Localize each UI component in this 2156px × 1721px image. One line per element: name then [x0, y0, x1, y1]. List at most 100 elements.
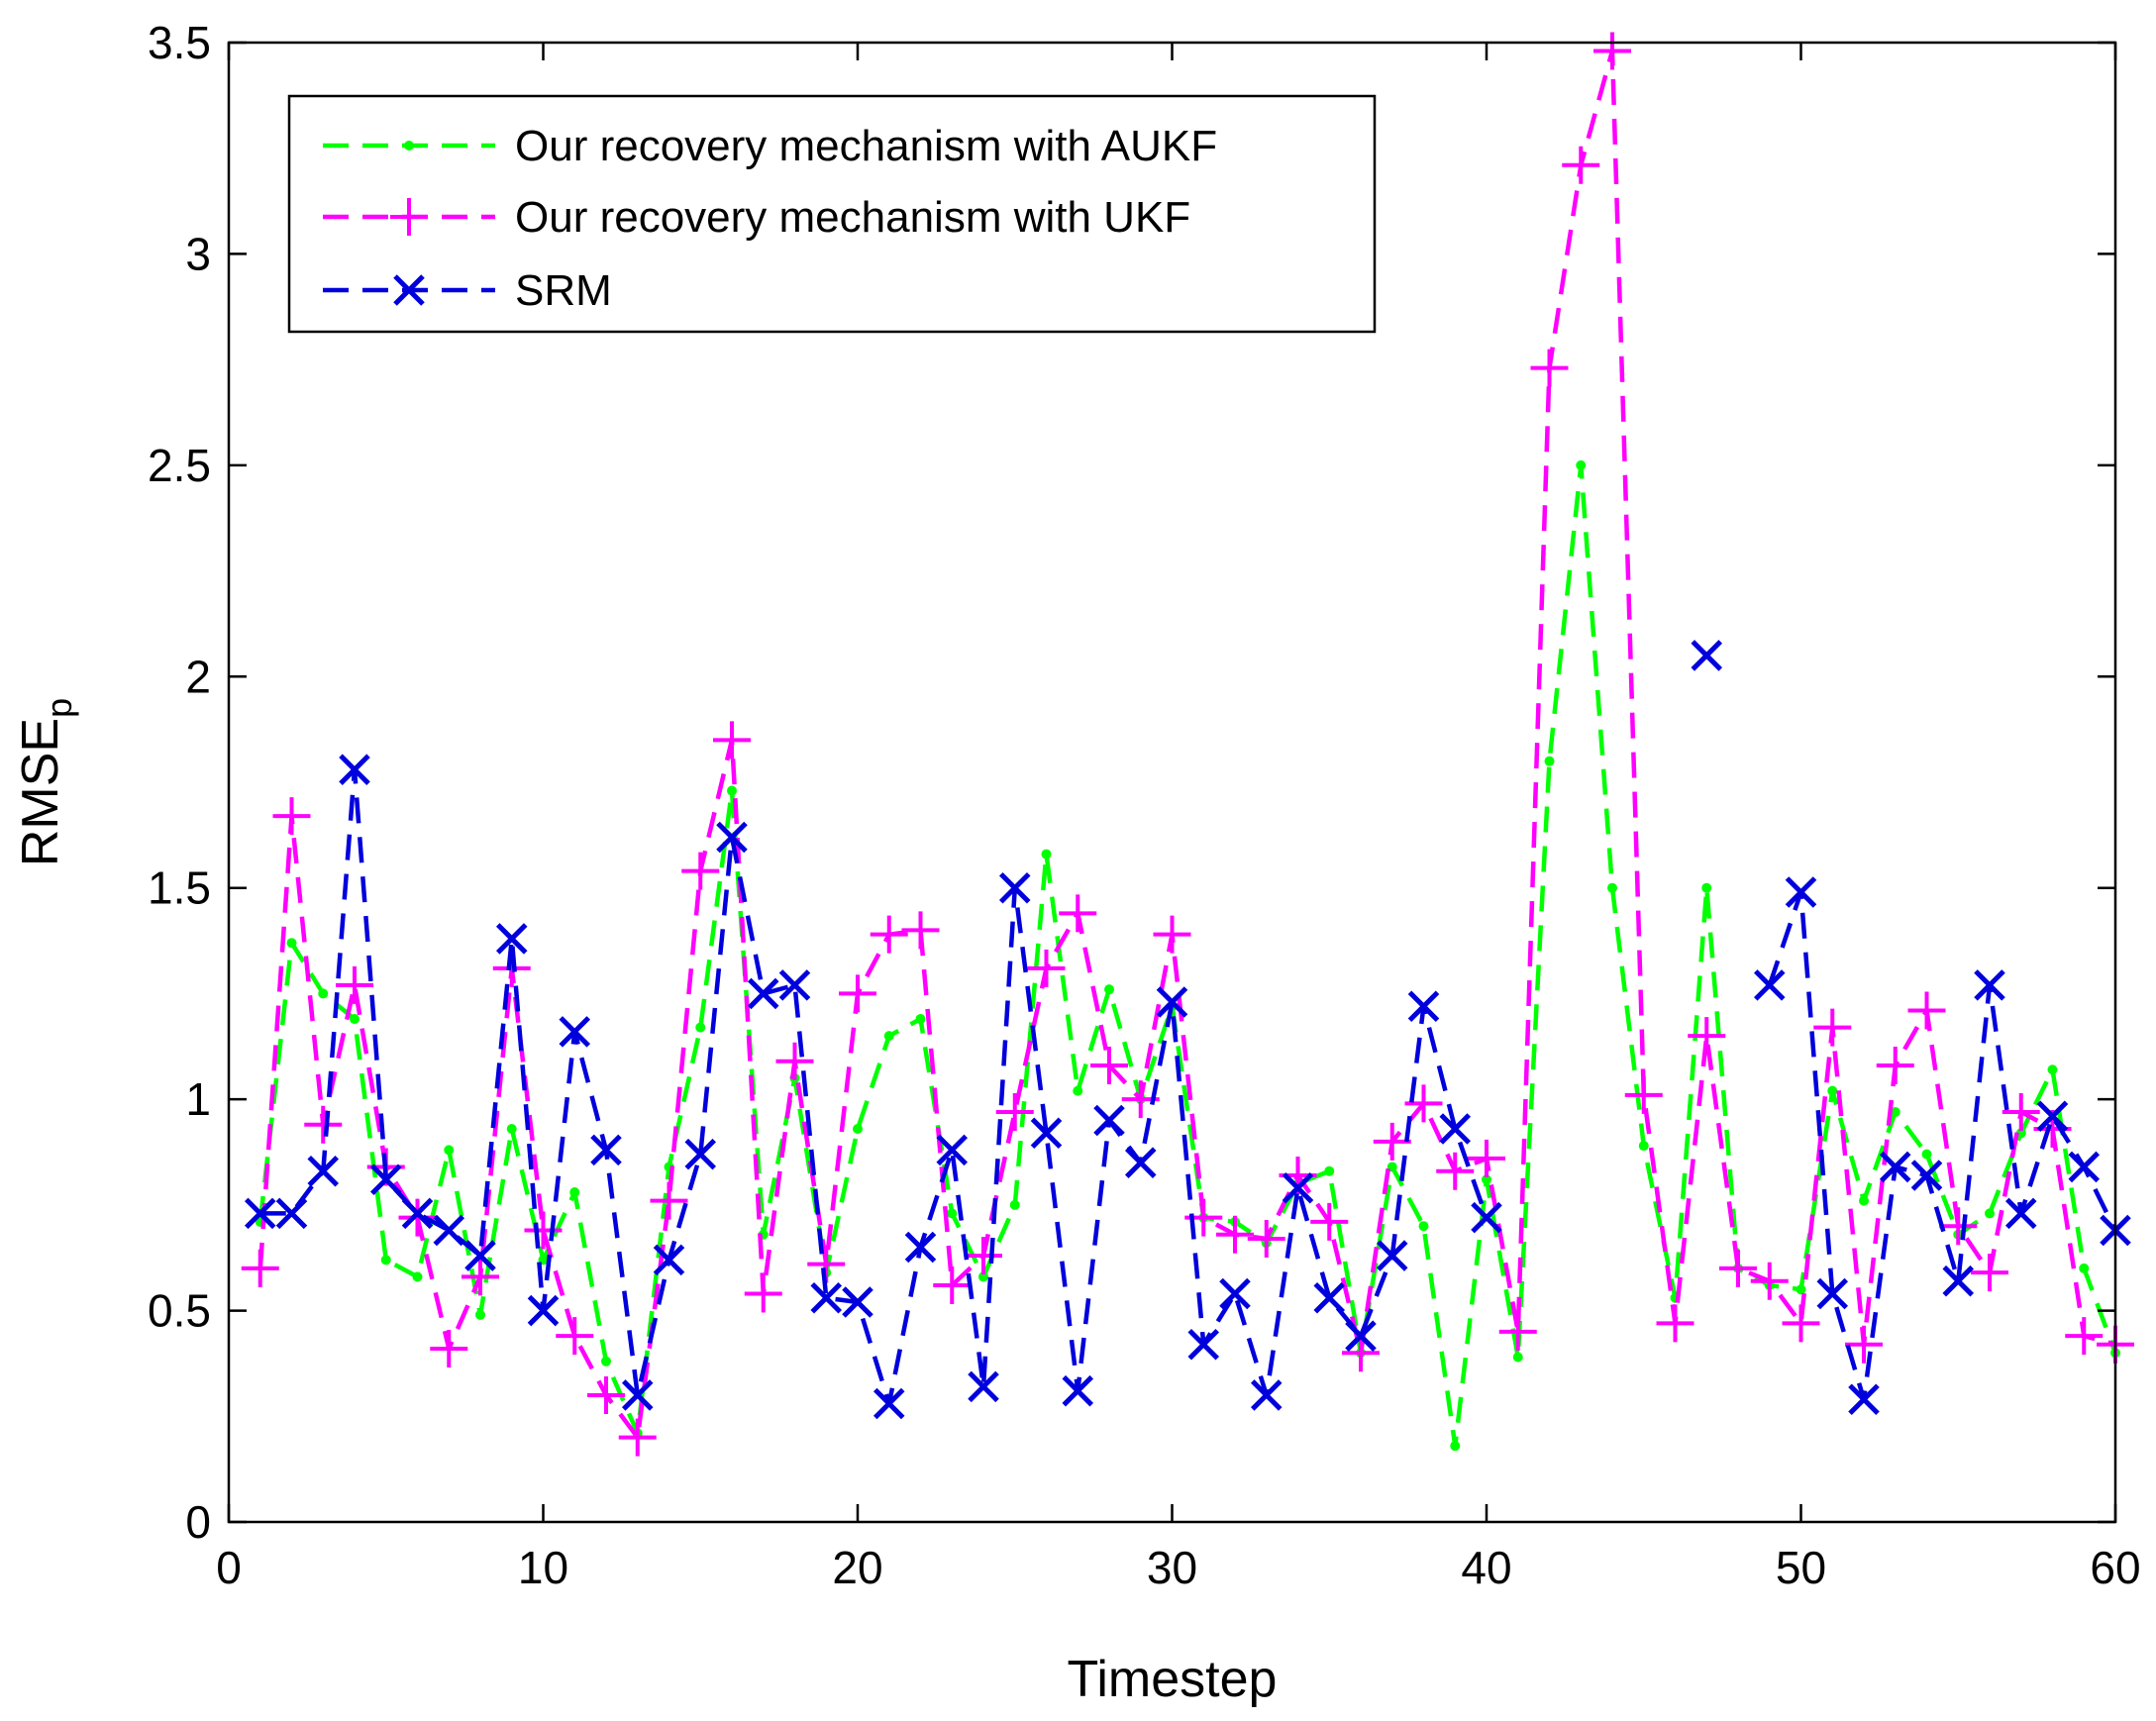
data-point — [1219, 1277, 1251, 1310]
data-point — [380, 1255, 391, 1265]
legend-marker — [390, 198, 428, 236]
data-point — [1498, 1312, 1537, 1351]
data-point — [1939, 1207, 1978, 1246]
data-point — [1093, 1104, 1125, 1137]
y-axis-title-subscript: p — [39, 698, 79, 718]
data-point — [2079, 1263, 2090, 1273]
legend-label: Our recovery mechanism with UKF — [515, 193, 1190, 242]
data-point — [1104, 984, 1114, 995]
x-tick-label: 40 — [1461, 1542, 1511, 1593]
data-point — [2065, 1317, 2104, 1356]
data-point — [681, 852, 720, 890]
data-point — [1691, 640, 1723, 671]
data-point — [1450, 1441, 1461, 1452]
legend-entry: SRM — [323, 266, 612, 315]
data-point — [1530, 349, 1569, 387]
data-point — [842, 1286, 873, 1318]
data-point — [1073, 1085, 1083, 1096]
y-tick-label: 3 — [185, 228, 211, 279]
data-point — [524, 1211, 563, 1250]
data-point — [1544, 756, 1555, 766]
data-point — [587, 1375, 625, 1414]
legend: Our recovery mechanism with AUKF Our reco… — [287, 94, 1377, 334]
data-point — [1688, 1017, 1726, 1056]
data-point — [1848, 1383, 1880, 1415]
data-point — [1907, 991, 1946, 1030]
data-point — [2036, 1100, 2069, 1132]
data-point — [1845, 1325, 1883, 1364]
legend-box — [287, 94, 1377, 334]
x-tick-label: 10 — [518, 1542, 568, 1593]
data-point — [1376, 1240, 1408, 1271]
data-point — [559, 1016, 591, 1048]
data-point — [1782, 1304, 1820, 1343]
data-point — [350, 1014, 359, 1025]
data-point — [713, 721, 751, 759]
data-point — [275, 1197, 308, 1230]
data-point — [1974, 969, 2005, 1001]
data-point — [2068, 1151, 2101, 1183]
data-point — [1890, 1106, 1900, 1117]
data-point — [1030, 1117, 1063, 1150]
data-point — [998, 871, 1031, 904]
data-point — [307, 1155, 340, 1187]
x-tick-label: 0 — [216, 1542, 242, 1593]
data-point — [650, 1181, 688, 1220]
data-point — [1059, 894, 1097, 933]
x-tick-label: 50 — [1776, 1542, 1826, 1593]
ticks-layer: 0 10 20 30 40 50 60 0 0.5 1 1.5 2 2.5 3 3.5 — [148, 17, 2141, 1593]
data-point — [1701, 882, 1712, 893]
data-point — [1876, 1046, 1914, 1084]
data-point — [1576, 459, 1587, 470]
data-point — [775, 1042, 814, 1080]
series-2 — [241, 32, 2134, 1457]
data-point — [915, 1014, 926, 1025]
x-tick-label: 20 — [832, 1542, 882, 1593]
series-line — [257, 49, 2116, 1440]
data-point — [621, 1379, 654, 1411]
data-point — [901, 911, 940, 950]
legend-entry: Our recovery mechanism with UKF — [323, 193, 1190, 242]
data-point — [1187, 1328, 1220, 1361]
data-point — [1859, 1195, 1869, 1206]
data-point — [2004, 1197, 2037, 1230]
data-point — [1971, 1254, 2008, 1292]
y-tick-label: 1 — [185, 1073, 211, 1125]
data-point — [1407, 990, 1440, 1022]
data-point — [286, 938, 297, 949]
data-point — [1009, 1199, 1020, 1210]
series-3 — [244, 640, 2131, 1420]
data-point — [1562, 146, 1600, 184]
data-point — [1656, 1304, 1694, 1343]
data-point — [747, 977, 779, 1010]
y-tick-label: 0.5 — [148, 1285, 211, 1337]
data-point — [618, 1418, 657, 1457]
data-point — [430, 1329, 468, 1367]
data-point — [412, 1271, 423, 1282]
data-point — [506, 1124, 517, 1135]
data-point — [1436, 1152, 1475, 1190]
data-point — [318, 988, 329, 999]
data-point — [1482, 1174, 1491, 1185]
data-point — [339, 754, 370, 785]
data-point — [2002, 1092, 2040, 1131]
data-point — [1282, 1172, 1314, 1204]
data-point — [1512, 1352, 1523, 1363]
data-point — [1156, 986, 1188, 1018]
data-point — [2047, 1064, 2058, 1075]
data-point — [1324, 1165, 1335, 1176]
data-point — [1624, 1075, 1663, 1114]
data-point — [1373, 1122, 1411, 1161]
data-point — [1816, 1277, 1849, 1310]
data-point — [1921, 1149, 1932, 1160]
data-point — [369, 1164, 402, 1196]
data-point — [810, 1282, 843, 1314]
y-tick-label: 2 — [185, 651, 211, 702]
data-point — [241, 1249, 279, 1287]
y-tick-label: 1.5 — [148, 862, 211, 914]
data-point — [936, 1134, 969, 1166]
series-layer — [241, 32, 2134, 1457]
data-point — [1985, 1208, 1995, 1219]
data-point — [1027, 949, 1066, 987]
data-point — [1607, 882, 1617, 893]
